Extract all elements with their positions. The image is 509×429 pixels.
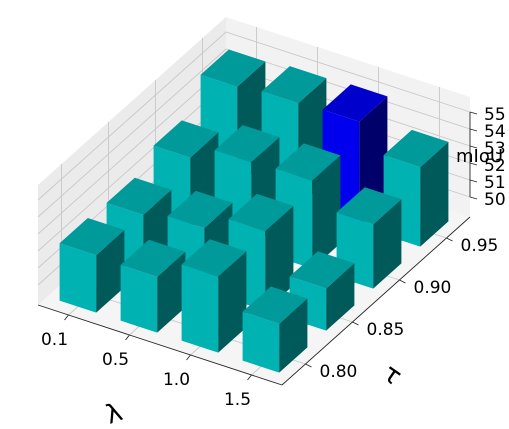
y-tick-mark [305,363,312,368]
x-tick-mark [247,374,252,381]
y-tick-label: 0.80 [320,362,358,382]
x-tick-mark [64,314,69,321]
z-tick-label: 53 [484,139,506,159]
z-tick-label: 50 [484,190,506,210]
z-tick-label: 55 [484,105,506,125]
bar-top-face [336,187,402,225]
y-tick-label: 0.85 [367,320,405,340]
bar-top-face [181,239,247,277]
bar-side-face [157,251,186,333]
axes-edges [37,112,471,386]
bar-side-face [373,199,402,289]
bar-top-face [275,143,341,181]
z-tick-label: 51 [484,173,506,193]
bar [242,286,308,373]
bar-top-face [228,193,294,232]
x-tick-label: 0.5 [102,350,129,370]
y-axis-label: τ [377,358,407,392]
y-tick-mark [399,279,406,284]
z-tick-label: 54 [484,122,506,142]
bar [59,218,125,313]
bar-front-face [181,264,219,353]
bar-top-face [167,190,233,229]
bar-top-face [106,177,172,215]
bar-top-face [153,120,219,158]
bar-front-face [242,311,280,373]
bar [228,193,294,311]
y-tick-mark [446,237,453,242]
bar-side-face [265,205,294,311]
gridline-z [37,31,471,201]
x-axis-line [37,304,283,386]
y-tick-label: 0.95 [461,236,499,256]
z-tick-mark [469,128,478,132]
gridline-z [37,48,471,218]
bar-side-face [279,298,308,373]
bar-top-face [214,125,280,163]
z-tick-mark [469,196,478,200]
bar-top-face [59,218,125,256]
bar [275,143,341,269]
bars [59,49,449,373]
bar-top-face [261,66,327,104]
z-tick-label: 52 [484,156,506,176]
x-tick-mark [186,354,191,361]
x-tick-label: 0.1 [41,330,68,350]
bar-top-face [383,129,449,168]
y-axis-line [281,216,471,386]
z-tick-mark [469,179,478,183]
bar-front-face [59,243,97,313]
y-tick-label: 0.90 [414,278,452,298]
z-tick-mark [469,111,478,115]
bar-top-face [289,251,355,289]
bar [181,239,247,353]
z-tick-mark [469,145,478,149]
x-tick-label: 1.0 [163,370,190,390]
bar-top-face [322,84,388,122]
y-tick-mark [352,321,359,326]
x-tick-label: 1.5 [224,390,251,410]
bar-side-face [312,155,341,269]
x-axis-label: λ [102,397,127,429]
bar-side-face [326,263,355,331]
bar-top-face [200,49,266,87]
x-tick-mark [125,334,130,341]
z-axis-label: mIoU [456,146,503,167]
bar-top-face [120,239,186,277]
bar-front-face [120,264,158,333]
z-tick-mark [469,162,478,166]
bar [120,239,186,333]
bar-side-face [420,141,449,247]
bar-side-face [96,230,125,313]
bar-side-face [218,251,247,353]
bar-top-face [242,286,308,324]
